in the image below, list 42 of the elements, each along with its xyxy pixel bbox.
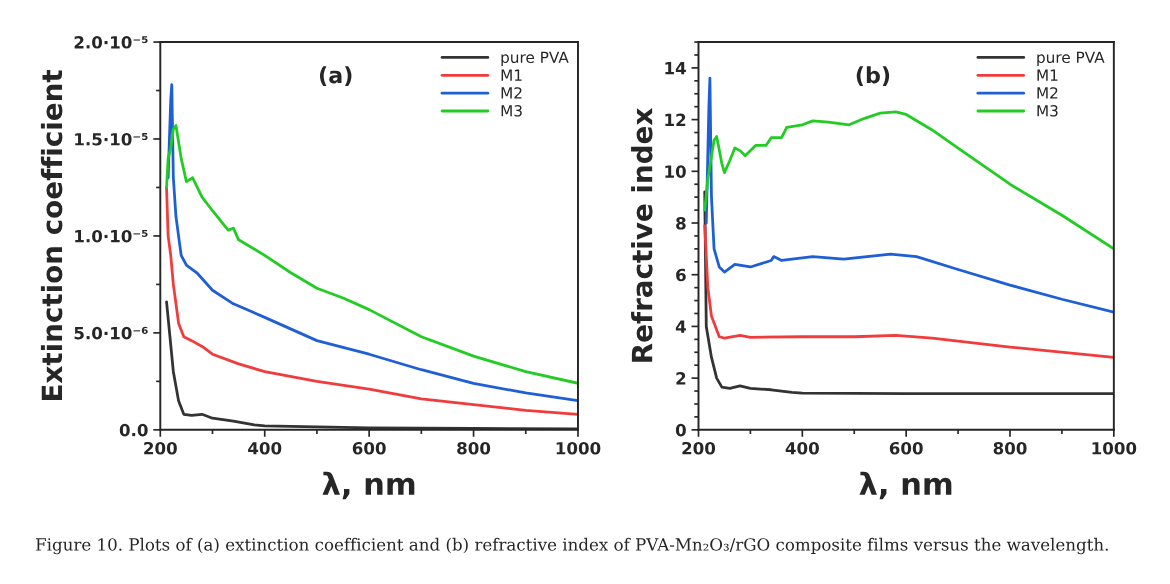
x-tick-label: 800 <box>993 441 1027 455</box>
y-tick-label: 2 <box>676 372 686 385</box>
y-tick-label: 8 <box>676 216 686 230</box>
y-tick-label: 0 <box>675 423 686 437</box>
x-tick-label: 600 <box>889 441 923 455</box>
x-tick-label: 1000 <box>556 441 601 455</box>
y-axis-title: Extinction coefficient <box>40 69 63 400</box>
legend-label: M2 <box>501 87 522 99</box>
y-tick-label: 1.0·10⁻⁵ <box>75 229 148 243</box>
x-axis-title: λ, nm <box>859 471 952 500</box>
line-series <box>165 124 578 385</box>
legend-label: M3 <box>501 105 522 117</box>
y-tick-label: 12 <box>665 113 686 126</box>
y-axis-title: Refractive index <box>631 108 653 362</box>
annotation: (b) <box>856 66 890 87</box>
y-tick-label: 2.0·10⁻⁵ <box>74 36 148 49</box>
caption: Figure 10. Plots of (a) extinction coefficient and (b) refractive index of PVA-Mn₂O₃/rGO composite films versus the wavelength. <box>36 537 1108 555</box>
line-series <box>165 186 578 416</box>
legend-label: M1 <box>501 69 522 81</box>
legend-label: pure PVA <box>1037 51 1105 66</box>
legend-label: pure PVA <box>501 51 569 66</box>
annotation: (a) <box>319 66 352 87</box>
y-tick-label: 1.5·10⁻⁵ <box>75 132 148 146</box>
x-tick-label: 800 <box>457 441 491 455</box>
line-series <box>703 224 1114 359</box>
x-tick-label: 200 <box>682 441 716 455</box>
x-tick-label: 400 <box>785 441 819 455</box>
legend-label: M2 <box>1037 87 1058 99</box>
line-series <box>165 300 578 430</box>
x-tick-label: 400 <box>248 441 282 455</box>
y-tick-label: 10 <box>665 165 686 178</box>
x-tick-label: 200 <box>144 441 177 455</box>
y-tick-label: 6 <box>676 268 686 282</box>
x-tick-label: 600 <box>352 441 386 455</box>
y-tick-label: 5.0·10⁻⁶ <box>74 326 148 340</box>
y-tick-label: 4 <box>675 320 686 333</box>
y-tick-label: 14 <box>665 62 686 75</box>
y-tick-label: 0.0 <box>119 423 148 437</box>
x-tick-label: 1000 <box>1092 441 1137 455</box>
x-axis-title: λ, nm <box>322 471 415 500</box>
legend-label: M1 <box>1037 69 1058 81</box>
legend-label: M3 <box>1037 105 1058 117</box>
